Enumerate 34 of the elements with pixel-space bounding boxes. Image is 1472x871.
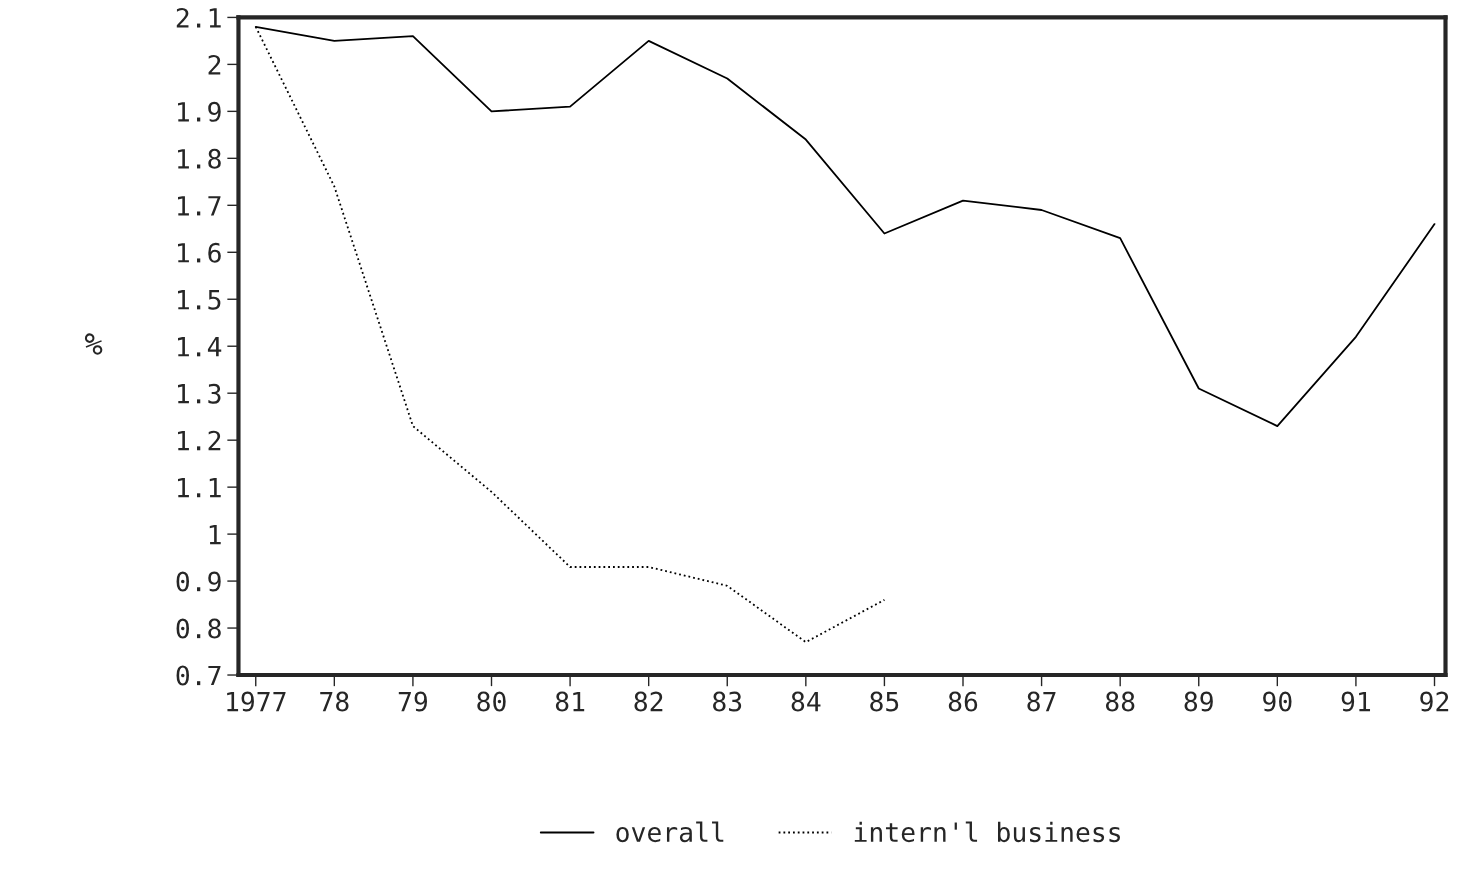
y-tick-label: 0.7 [176, 665, 221, 686]
y-tick-label: 1.8 [178, 148, 221, 169]
x-tick-label: 78 [320, 691, 349, 712]
x-tick-label: 86 [948, 691, 978, 712]
y-tick-label: 1.4 [178, 337, 222, 357]
y-tick-label: 2.1 [176, 7, 221, 28]
x-tick-label: 89 [1184, 691, 1213, 712]
x-tick-label: 83 [713, 691, 742, 712]
y-tick-label: 1.6 [178, 242, 221, 263]
x-tick-label: 91 [1341, 691, 1371, 712]
legend-label: intern'l business [854, 821, 1120, 843]
y-tick-label: 1.9 [178, 101, 221, 122]
y-tick-label: 0.8 [176, 618, 221, 639]
y-axis-title: % [84, 333, 103, 355]
y-tick-label: 1.2 [178, 430, 221, 451]
x-tick-label: 81 [555, 691, 585, 712]
x-tick-label: 82 [634, 691, 663, 712]
y-tick-label: 1.7 [178, 196, 221, 216]
x-tick-label: 85 [870, 691, 899, 712]
x-tick-label: 79 [398, 691, 428, 712]
y-tick-label: 1.3 [178, 383, 221, 404]
x-tick-label: 90 [1263, 691, 1292, 712]
y-tick-label: 2 [208, 54, 221, 75]
x-tick-label: 87 [1027, 691, 1056, 712]
x-tick-label: 1977 [227, 691, 286, 712]
x-tick-label: 92 [1420, 691, 1449, 712]
y-tick-label: 1.5 [178, 290, 221, 310]
legend-label: overall [616, 821, 724, 843]
x-tick-label: 80 [477, 691, 506, 712]
x-tick-label: 84 [791, 691, 821, 712]
y-tick-label: 1.1 [178, 477, 221, 498]
y-tick-label: 1 [209, 524, 221, 545]
x-tick-label: 88 [1105, 691, 1135, 712]
y-tick-label: 0.9 [176, 571, 221, 592]
